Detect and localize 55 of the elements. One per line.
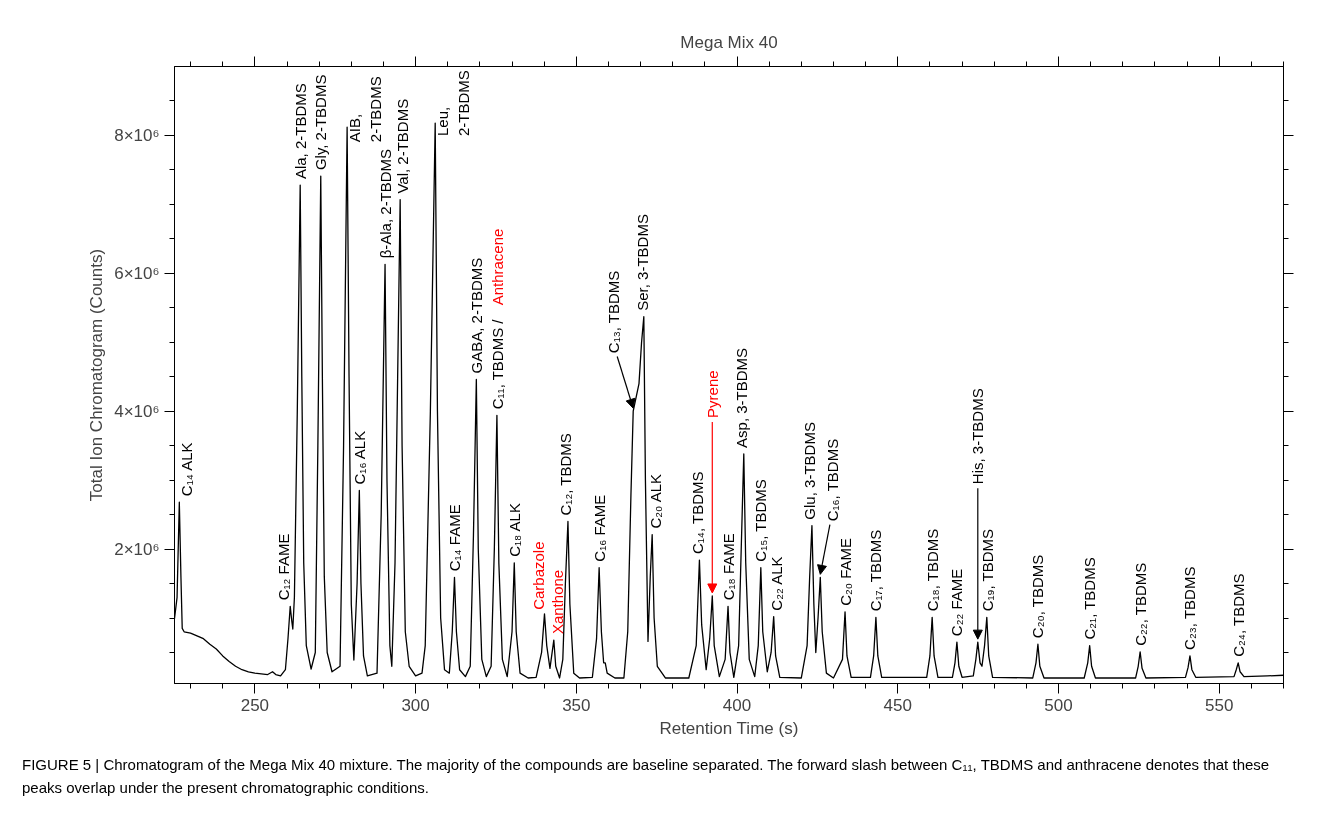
annotation: GABA, 2-TBDMS [467, 257, 485, 374]
y-tick-label: 8×10⁶ [114, 125, 160, 145]
annotation: C₁₂, TBDMS [557, 433, 575, 516]
annotation: Asp, 3-TBDMS [733, 347, 751, 448]
y-tick-label: 2×10⁶ [114, 539, 160, 559]
annotation: C₁₇, TBDMS [867, 529, 885, 612]
annotation: C₁₄, TBDMS [688, 471, 706, 555]
annotation: C₁₄ ALK [177, 442, 195, 497]
annotation: His, 3-TBDMS [969, 388, 987, 485]
annotation: C₁₈ FAME [719, 533, 737, 601]
annotation: Val, 2-TBDMS [393, 98, 411, 194]
annotation: Anthracene [489, 228, 507, 306]
x-tick-label: 250 [240, 695, 270, 715]
x-axis-title: Retention Time (s) [659, 718, 799, 738]
annotation: Gly, 2-TBDMS [312, 74, 330, 171]
annotation: C₂₄, TBDMS [1229, 573, 1247, 657]
y-tick-label: 4×10⁶ [114, 401, 160, 421]
y-axis-title: Total Ion Chromatogram (Counts) [87, 248, 107, 502]
annotation: Ser, 3-TBDMS [634, 214, 652, 311]
annotation: C₁₉, TBDMS [979, 528, 997, 612]
annotation: C₂₀ FAME [836, 537, 854, 606]
annotation: C₁₃, TBDMS [604, 270, 622, 354]
y-tick-label: 6×10⁶ [114, 263, 160, 283]
x-tick-label: 500 [1044, 695, 1073, 715]
x-tick-label: 450 [883, 695, 912, 715]
annotation: AIB, 2-TBDMS [346, 76, 384, 143]
annotation: C₂₃, TBDMS [1181, 566, 1199, 650]
x-tick-label: 300 [401, 695, 430, 715]
caption: FIGURE 5 | Chromatogram of the Mega Mix 40 mixture. The majority of the compounds are baseline separated. The forward slash between C₁₁, TBDMS and anthracene denotes that these peaks overlap under the present chromatographic conditions. [22, 755, 1271, 798]
chart-title: Mega Mix 40 [680, 32, 778, 52]
annotation: C₂₀, TBDMS [1029, 554, 1047, 639]
annotation: C₁₂ FAME [274, 533, 292, 601]
annotation: C₁₆ FAME [590, 494, 608, 562]
x-tick-label: 550 [1205, 695, 1234, 715]
annotation: C₂₁, TBDMS [1081, 557, 1099, 640]
annotation: β-Ala, 2-TBDMS [376, 148, 394, 259]
annotation: C₁₁, TBDMS / [489, 318, 507, 410]
annotation: Ala, 2-TBDMS [291, 83, 309, 180]
annotation: C₂₀ ALK [646, 474, 664, 529]
x-tick-label: 400 [722, 695, 752, 715]
annotation: C₁₈, TBDMS [923, 528, 941, 612]
annotation: C₂₂ ALK [768, 556, 786, 611]
x-tick-label: 350 [562, 695, 591, 715]
annotation: C₁₄ FAME [445, 504, 463, 572]
annotation: C₁₅, TBDMS [752, 479, 770, 562]
annotation: C₁₆ ALK [350, 430, 368, 485]
annotation: C₂₂, TBDMS [1131, 562, 1149, 646]
annotation: Glu, 3-TBDMS [801, 422, 819, 520]
annotation: C₂₂ FAME [948, 568, 966, 637]
annotation: C₁₆, TBDMS [823, 438, 841, 522]
annotation: Xanthone [549, 569, 567, 635]
annotation: Pyrene [703, 370, 721, 418]
annotation: C₁₈ ALK [505, 503, 523, 557]
annotation: Carbazole [529, 541, 547, 610]
annotation: Leu, 2-TBDMS [434, 70, 472, 137]
